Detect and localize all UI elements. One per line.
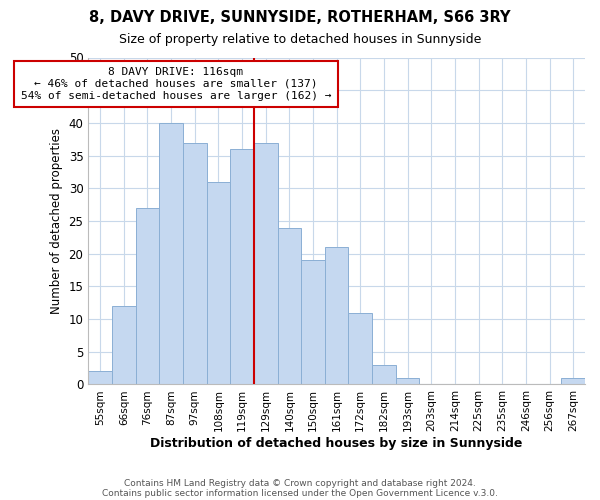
Bar [112, 306, 136, 384]
Bar [230, 149, 254, 384]
Text: 8, DAVY DRIVE, SUNNYSIDE, ROTHERHAM, S66 3RY: 8, DAVY DRIVE, SUNNYSIDE, ROTHERHAM, S66… [89, 10, 511, 25]
Bar [88, 372, 112, 384]
Bar [396, 378, 419, 384]
Bar [206, 182, 230, 384]
X-axis label: Distribution of detached houses by size in Sunnyside: Distribution of detached houses by size … [151, 437, 523, 450]
Bar [325, 247, 349, 384]
Bar [136, 208, 159, 384]
Y-axis label: Number of detached properties: Number of detached properties [50, 128, 63, 314]
Bar [562, 378, 585, 384]
Text: Contains HM Land Registry data © Crown copyright and database right 2024.: Contains HM Land Registry data © Crown c… [124, 478, 476, 488]
Bar [349, 312, 372, 384]
Bar [159, 123, 183, 384]
Bar [254, 142, 278, 384]
Text: Contains public sector information licensed under the Open Government Licence v.: Contains public sector information licen… [102, 488, 498, 498]
Bar [183, 142, 206, 384]
Text: Size of property relative to detached houses in Sunnyside: Size of property relative to detached ho… [119, 32, 481, 46]
Text: 8 DAVY DRIVE: 116sqm
← 46% of detached houses are smaller (137)
54% of semi-deta: 8 DAVY DRIVE: 116sqm ← 46% of detached h… [20, 68, 331, 100]
Bar [301, 260, 325, 384]
Bar [372, 365, 396, 384]
Bar [278, 228, 301, 384]
